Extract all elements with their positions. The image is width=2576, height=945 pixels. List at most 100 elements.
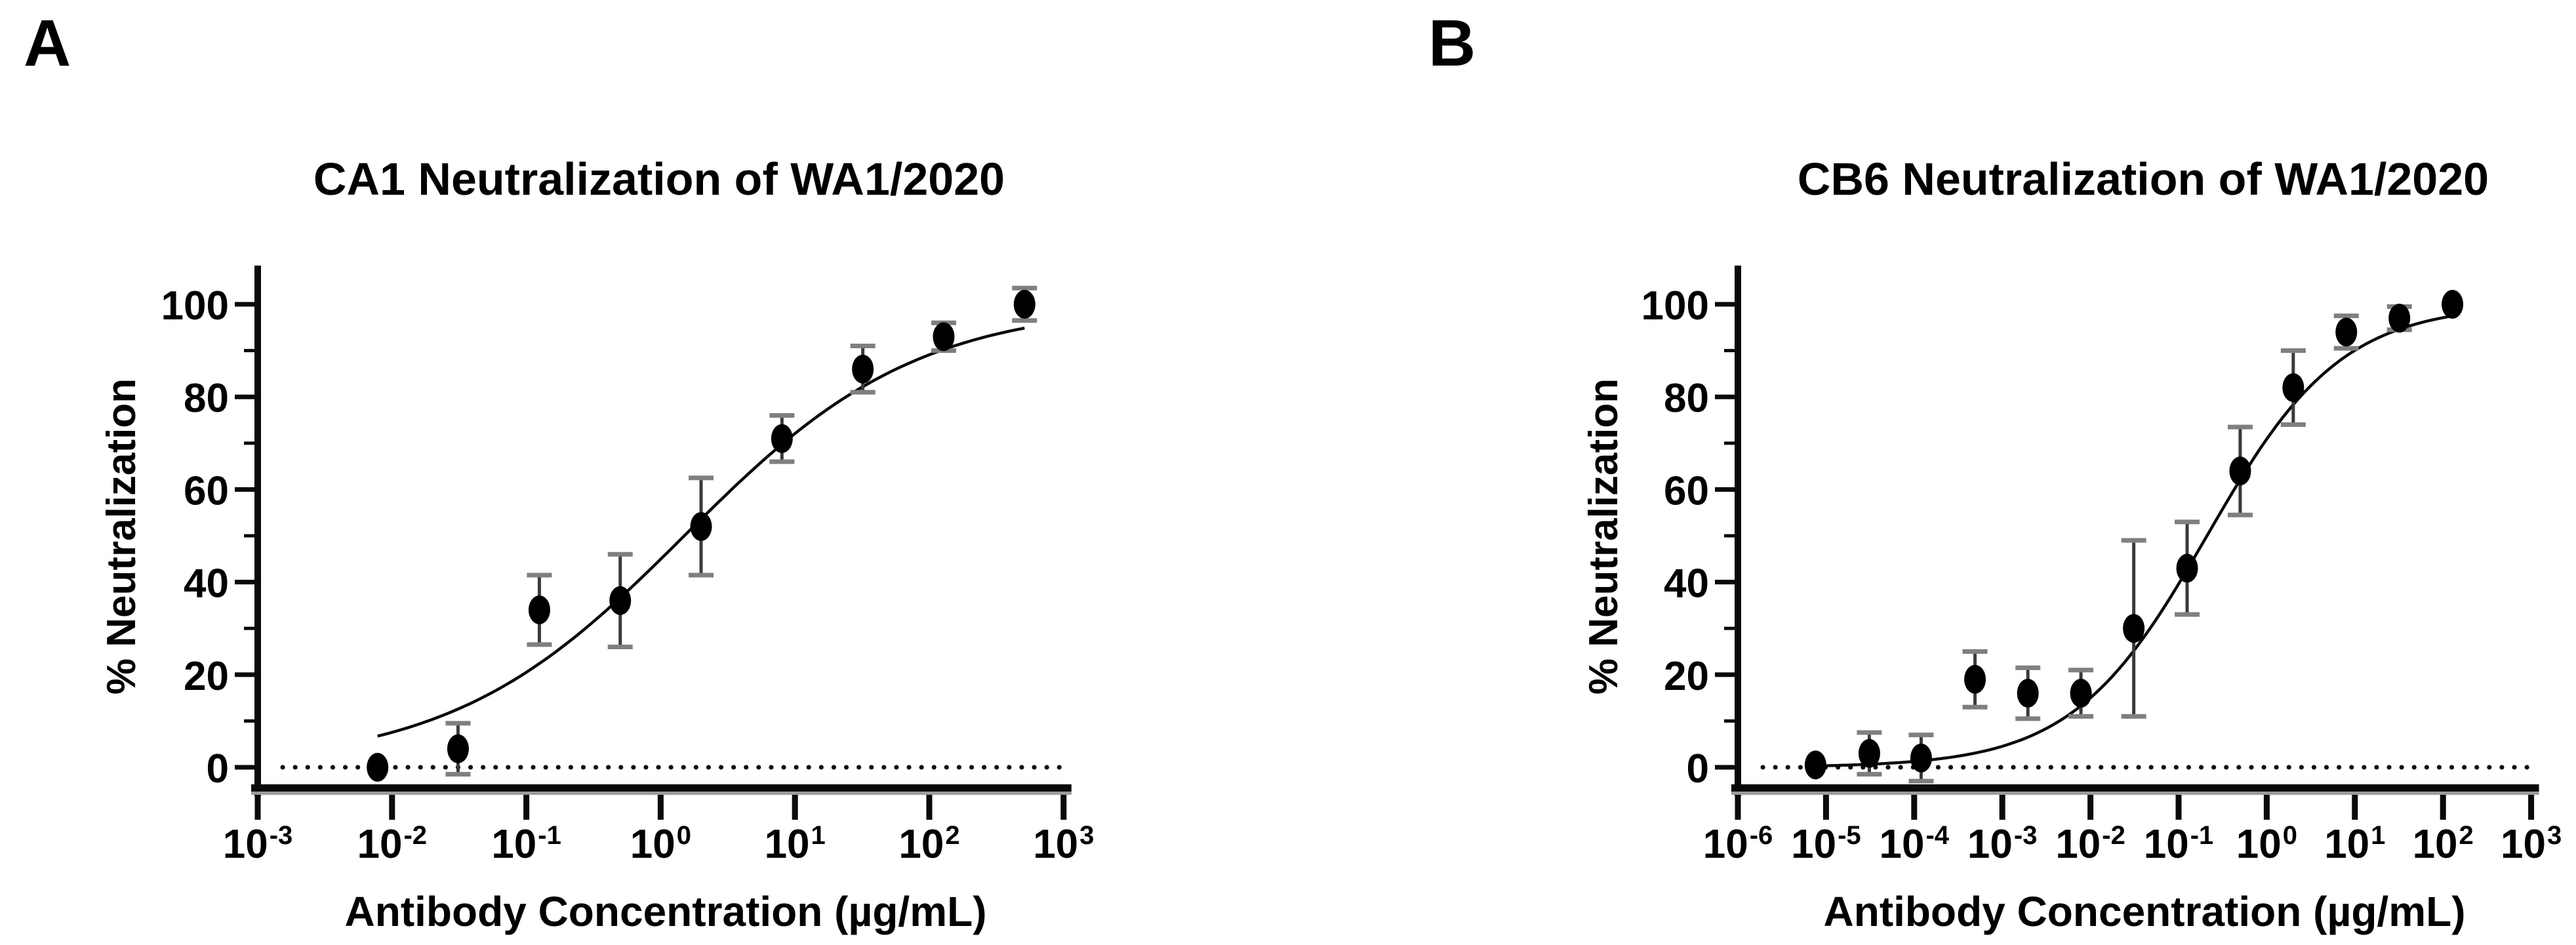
data-point bbox=[1910, 743, 1932, 773]
x-tick-label: 10-4 bbox=[1880, 821, 1950, 867]
x-tick-label: 10-5 bbox=[1791, 821, 1861, 867]
y-tick bbox=[235, 394, 258, 399]
y-minor-tick bbox=[244, 719, 258, 723]
x-tick bbox=[2440, 795, 2446, 820]
y-minor-tick bbox=[244, 534, 258, 538]
x-tick-label: 10-1 bbox=[2144, 821, 2214, 867]
x-tick bbox=[523, 795, 530, 820]
data-point bbox=[609, 586, 632, 615]
y-tick bbox=[235, 302, 258, 307]
data-point bbox=[2017, 679, 2039, 708]
x-axis-line bbox=[251, 784, 1072, 793]
x-tick bbox=[1911, 795, 1918, 820]
y-tick-label: 80 bbox=[1664, 376, 1709, 421]
x-tick bbox=[926, 795, 933, 820]
y-tick-label: 100 bbox=[1641, 283, 1709, 329]
y-minor-tick bbox=[1724, 534, 1738, 538]
panel-a-letter: A bbox=[24, 7, 71, 80]
panel-b-plot: 10-6 10-5 10-4 10-3 10-2 10-1 100 101 102 103 0 20 4… bbox=[1641, 266, 2562, 867]
x-tick bbox=[389, 795, 395, 820]
y-tick-label: 20 bbox=[1664, 654, 1709, 699]
data-point bbox=[2176, 553, 2198, 583]
panel-a-title: CA1 Neutralization of WA1/2020 bbox=[313, 153, 1005, 205]
x-tick-label: 10-2 bbox=[2055, 821, 2125, 867]
y-minor-tick bbox=[244, 441, 258, 445]
y-tick bbox=[235, 765, 258, 770]
data-point bbox=[2388, 304, 2411, 333]
y-tick bbox=[1715, 487, 1738, 492]
x-tick-label: 10-3 bbox=[223, 821, 293, 867]
y-tick bbox=[235, 580, 258, 585]
x-tick bbox=[1735, 795, 1741, 820]
x-tick bbox=[2087, 795, 2094, 820]
panel-b-letter: B bbox=[1428, 7, 1476, 80]
data-point bbox=[2442, 290, 2464, 319]
panel-a-x-axis-title: Antibody Concentration (µg/mL) bbox=[344, 888, 987, 935]
y-tick-label: 100 bbox=[161, 283, 229, 329]
x-tick-label: 103 bbox=[1033, 821, 1094, 867]
x-tick-label: 103 bbox=[2501, 821, 2562, 867]
panel-b-x-axis-title: Antibody Concentration (µg/mL) bbox=[1823, 888, 2466, 935]
x-axis-shadow bbox=[251, 792, 1072, 795]
data-point bbox=[367, 753, 389, 782]
x-tick-label: 101 bbox=[2324, 821, 2385, 867]
data-point bbox=[933, 322, 955, 352]
y-tick bbox=[235, 672, 258, 677]
data-point bbox=[1858, 738, 1880, 768]
x-tick-label: 100 bbox=[2236, 821, 2297, 867]
x-tick-label: 101 bbox=[765, 821, 826, 867]
x-tick bbox=[1822, 795, 1829, 820]
y-axis-line bbox=[1735, 266, 1741, 796]
data-point bbox=[2070, 679, 2092, 708]
x-tick bbox=[254, 795, 261, 820]
data-point bbox=[1013, 290, 1036, 319]
x-tick-label: 100 bbox=[630, 821, 691, 867]
x-tick bbox=[2175, 795, 2182, 820]
data-point bbox=[2123, 614, 2145, 643]
y-minor-tick bbox=[1724, 349, 1738, 353]
y-minor-tick bbox=[1724, 441, 1738, 445]
y-tick bbox=[1715, 672, 1738, 677]
x-tick-label: 10-2 bbox=[357, 821, 428, 867]
x-axis-shadow bbox=[1731, 792, 2539, 795]
x-tick bbox=[2263, 795, 2270, 820]
y-tick bbox=[1715, 765, 1738, 770]
data-point bbox=[447, 734, 469, 763]
panel-b-title: CB6 Neutralization of WA1/2020 bbox=[1797, 153, 2489, 205]
data-point bbox=[2335, 317, 2358, 347]
x-tick bbox=[2528, 795, 2535, 820]
x-tick-label: 10-1 bbox=[491, 821, 561, 867]
data-point bbox=[852, 354, 874, 384]
y-tick-label: 40 bbox=[1664, 561, 1709, 607]
y-tick bbox=[235, 487, 258, 492]
panel-a-plot: 10-3 10-2 10-1 100 101 102 103 0 20 40 60 80 100 bbox=[161, 266, 1094, 867]
x-tick bbox=[2352, 795, 2358, 820]
x-axis-line bbox=[1731, 784, 2539, 793]
y-tick-label: 60 bbox=[184, 468, 229, 513]
y-tick-label: 0 bbox=[1687, 746, 1709, 792]
data-point bbox=[690, 512, 712, 541]
y-tick bbox=[1715, 394, 1738, 399]
y-axis-line bbox=[254, 266, 261, 796]
x-tick bbox=[657, 795, 664, 820]
x-tick bbox=[1999, 795, 2005, 820]
y-tick-label: 60 bbox=[1664, 468, 1709, 513]
y-tick-label: 20 bbox=[184, 654, 229, 699]
y-tick-label: 80 bbox=[184, 376, 229, 421]
data-point bbox=[2229, 456, 2251, 486]
x-tick bbox=[1060, 795, 1067, 820]
x-tick-label: 102 bbox=[898, 821, 959, 867]
y-tick bbox=[1715, 580, 1738, 585]
y-tick bbox=[1715, 302, 1738, 307]
data-point bbox=[1804, 750, 1826, 780]
x-tick-label: 102 bbox=[2413, 821, 2474, 867]
data-point bbox=[1964, 664, 1986, 694]
data-point bbox=[528, 595, 550, 624]
y-minor-tick bbox=[1724, 626, 1738, 630]
data-point bbox=[2282, 373, 2304, 403]
y-minor-tick bbox=[244, 349, 258, 353]
y-minor-tick bbox=[1724, 719, 1738, 723]
x-tick-label: 10-6 bbox=[1703, 821, 1773, 867]
